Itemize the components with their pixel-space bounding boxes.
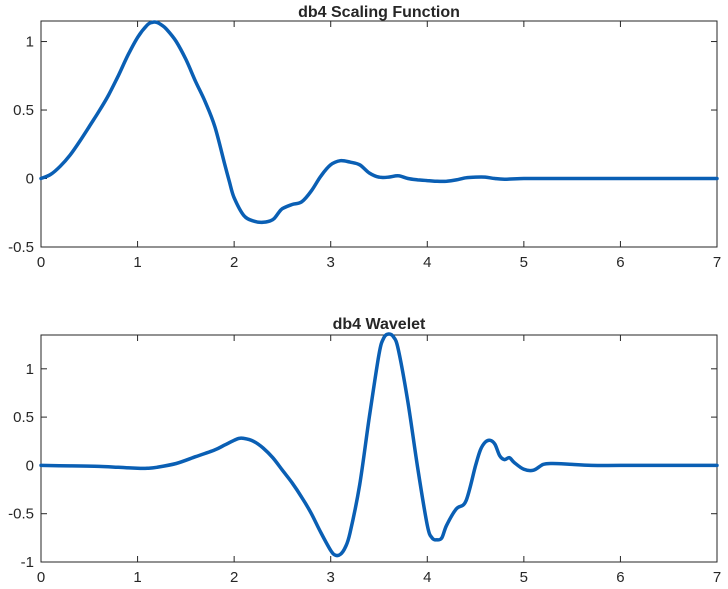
x-tick-label: 3 (327, 254, 335, 271)
x-tick-label: 0 (37, 569, 45, 586)
x-tick-label: 5 (520, 254, 528, 271)
x-tick-label: 3 (327, 569, 335, 586)
x-tick-label: 1 (133, 254, 141, 271)
tick-marks (40, 335, 718, 563)
y-tick-label: 1 (26, 361, 34, 378)
x-tick-label: 7 (713, 254, 721, 271)
x-tick-label: 1 (133, 569, 141, 586)
x-tick-label: 2 (230, 569, 238, 586)
chart-title: db4 Scaling Function (298, 4, 460, 21)
y-tick-label: -1 (21, 554, 34, 571)
x-tick-label: 2 (230, 254, 238, 271)
scaling-function-chart: db4 Scaling Function 0 1 2 3 4 5 6 7-0.500.51 (8, 4, 721, 271)
x-tick-label: 6 (616, 254, 624, 271)
x-tick-label: 7 (713, 569, 721, 586)
x-tick-label: 6 (616, 569, 624, 586)
x-tick-label: 4 (423, 569, 431, 586)
wavelet-chart: db4 Wavelet 0 1 2 3 4 5 6 7 -1 -0.5 0 0.5 1 (8, 316, 721, 586)
series-line-wavelet (39, 332, 719, 558)
chart-title: db4 Wavelet (333, 316, 426, 333)
axes-frame (40, 334, 718, 563)
x-tick-label: 5 (520, 569, 528, 586)
x-tick-label: 0 (37, 254, 45, 271)
tick-marks (40, 21, 718, 248)
y-tick-label: 0.5 (13, 409, 34, 426)
x-tick-label: 4 (423, 254, 431, 271)
y-tick-label: 0.5 (13, 102, 34, 119)
tick-labels: 0 1 2 3 4 5 6 7 -1 -0.5 0 0.5 1 (8, 361, 721, 586)
y-tick-label: -0.5 (8, 239, 34, 256)
tick-labels: 0 1 2 3 4 5 6 7-0.500.51 (8, 34, 721, 271)
y-tick-label: 1 (26, 34, 34, 51)
y-tick-label: 0 (26, 171, 34, 188)
y-tick-label: -0.5 (8, 506, 34, 523)
axes-frame (40, 20, 718, 248)
y-tick-label: 0 (26, 457, 34, 474)
series-line-scaling-function (39, 20, 719, 225)
